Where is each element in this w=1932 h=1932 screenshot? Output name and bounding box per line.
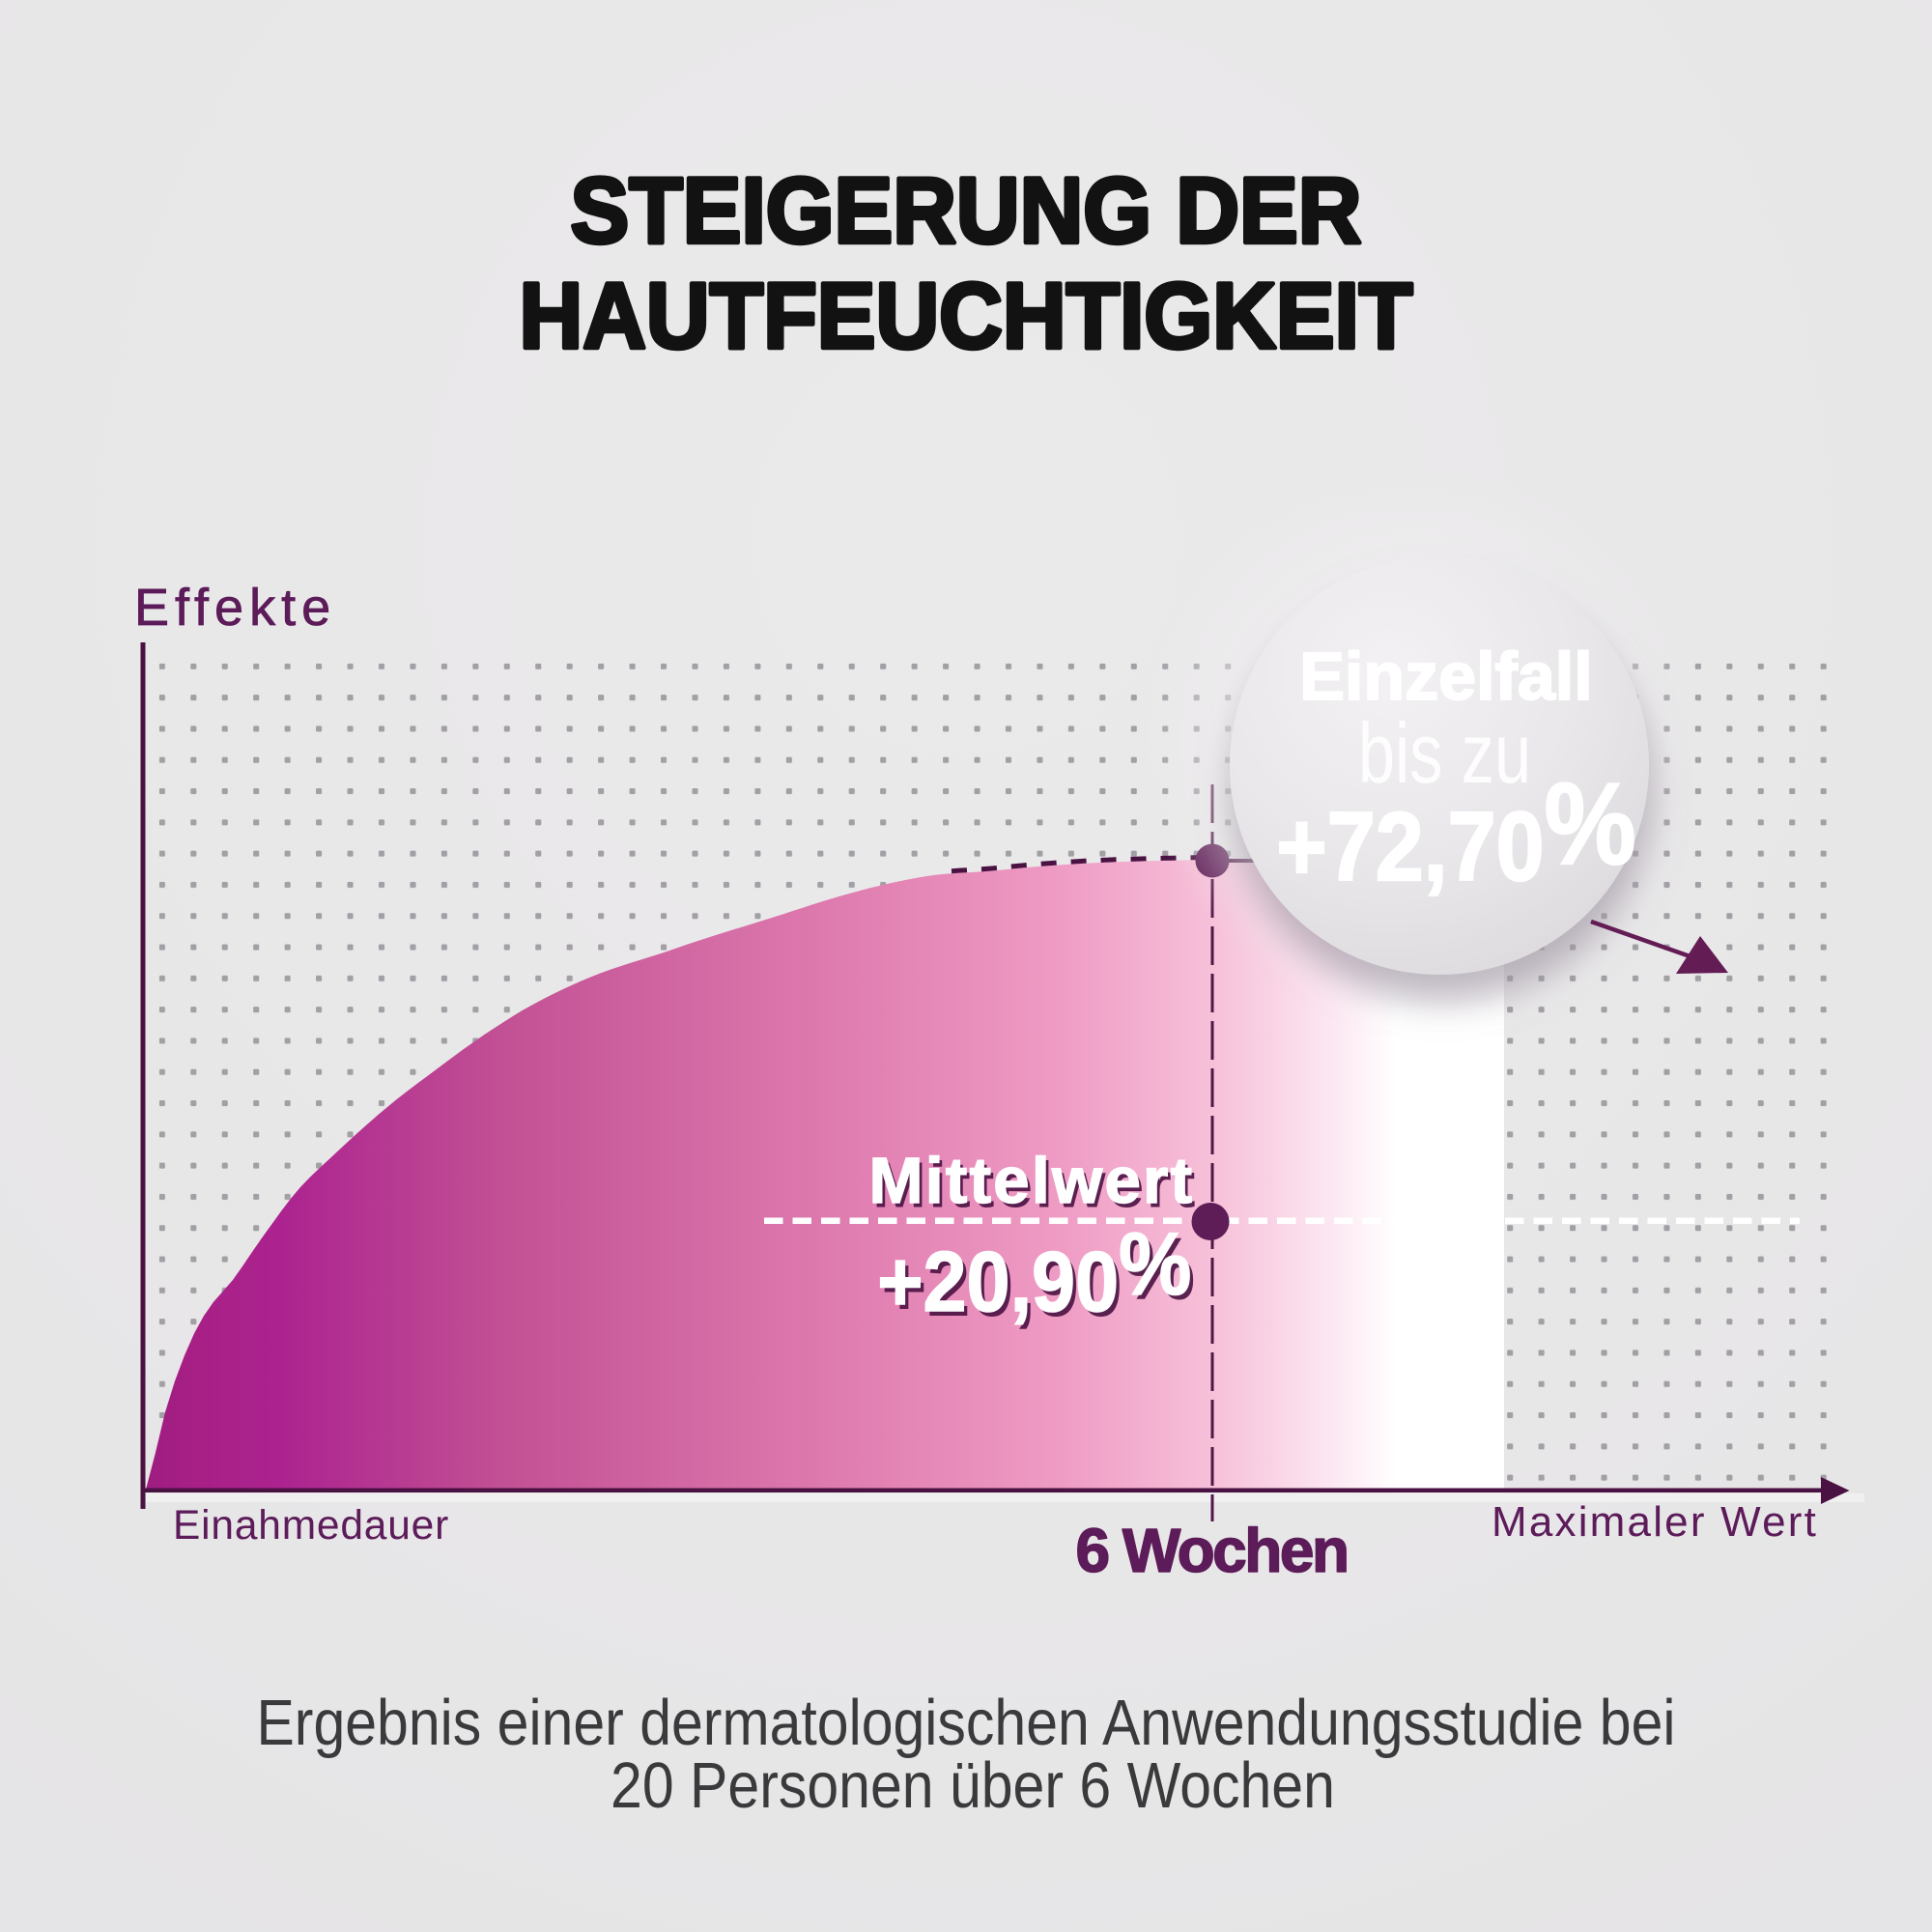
svg-text:20 Personen über 6 Wochen: 20 Personen über 6 Wochen bbox=[611, 1750, 1335, 1822]
svg-text:Mittelwert: Mittelwert bbox=[869, 1145, 1195, 1217]
svg-text:Effekte: Effekte bbox=[134, 579, 336, 637]
svg-text:+20,90%: +20,90% bbox=[877, 1214, 1191, 1329]
svg-text:HAUTFEUCHTIGKEIT: HAUTFEUCHTIGKEIT bbox=[520, 264, 1413, 368]
svg-text:Ergebnis einer dermatologische: Ergebnis einer dermatologischen Anwendun… bbox=[256, 1688, 1675, 1759]
svg-text:6 Wochen: 6 Wochen bbox=[1075, 1516, 1347, 1585]
svg-text:+20,90%: +20,90% bbox=[881, 1219, 1195, 1334]
svg-text:Mittelwert: Mittelwert bbox=[872, 1150, 1198, 1222]
svg-text:Einzelfall: Einzelfall bbox=[1299, 639, 1592, 714]
svg-text:Maximaler Wert: Maximaler Wert bbox=[1492, 1498, 1818, 1546]
svg-text:Einahmedauer: Einahmedauer bbox=[173, 1503, 449, 1548]
svg-text:STEIGERUNG DER: STEIGERUNG DER bbox=[571, 158, 1362, 263]
svg-text:bis zu: bis zu bbox=[1358, 706, 1531, 801]
